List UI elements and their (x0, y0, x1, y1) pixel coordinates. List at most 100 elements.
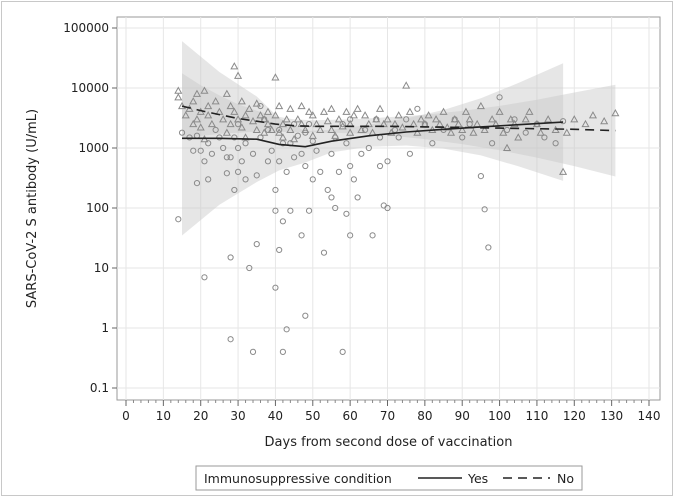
point-no (323, 116, 332, 125)
point-no (192, 89, 202, 97)
point-yes (459, 134, 466, 141)
point-no (241, 111, 250, 119)
point-no (319, 107, 329, 115)
point-no (308, 131, 317, 139)
point-no (222, 89, 231, 97)
point-no (465, 115, 474, 123)
point-no (357, 125, 366, 133)
point-no (349, 111, 358, 119)
point-no (267, 125, 276, 133)
point-yes (324, 186, 331, 194)
point-yes (264, 158, 272, 165)
point-yes (347, 116, 354, 123)
point-no (402, 81, 411, 89)
legend-box (195, 465, 583, 491)
point-yes (343, 140, 350, 147)
point-no (458, 125, 467, 133)
point-no (211, 97, 220, 105)
fit-line-yes (182, 121, 564, 148)
point-yes (429, 140, 436, 147)
point-no (226, 119, 235, 128)
point-no (237, 123, 246, 131)
point-no (327, 104, 336, 112)
point-no (189, 119, 198, 128)
point-yes (201, 158, 208, 165)
point-no (286, 104, 295, 112)
point-yes (279, 348, 286, 355)
point-no (394, 111, 403, 119)
y-tick-label: 10 (94, 261, 109, 275)
point-yes (223, 154, 230, 161)
point-no (514, 133, 523, 141)
point-no (226, 101, 235, 110)
x-tick-label: 20 (193, 409, 208, 423)
point-no (297, 101, 306, 110)
point-yes (276, 158, 283, 165)
point-yes (328, 150, 335, 157)
point-yes (231, 134, 238, 141)
point-no (346, 128, 355, 136)
point-yes (276, 126, 283, 134)
point-yes (231, 186, 238, 194)
point-no (398, 123, 407, 131)
point-yes (332, 204, 339, 212)
point-yes (335, 168, 343, 175)
point-no (510, 119, 519, 128)
point-yes (384, 204, 391, 212)
point-no (189, 97, 198, 105)
point-yes (313, 147, 320, 154)
point-yes (317, 168, 324, 175)
point-no (499, 128, 508, 136)
point-yes (481, 206, 488, 213)
point-no (185, 104, 194, 112)
point-no (521, 115, 530, 123)
point-no (570, 115, 579, 123)
legend-label-no: No (557, 471, 574, 486)
point-no (562, 128, 571, 136)
y-axis-title: SARS-CoV-2 S antibody (U/mL) (25, 109, 40, 308)
y-tick-label: 100 (86, 201, 109, 215)
point-yes (272, 207, 279, 214)
point-no (200, 86, 209, 94)
point-yes (369, 232, 376, 239)
point-no (432, 115, 441, 123)
point-yes (208, 150, 216, 157)
point-yes (291, 121, 298, 128)
point-yes (272, 284, 279, 291)
point-yes (522, 129, 529, 136)
point-no (559, 167, 568, 175)
point-no (308, 111, 317, 119)
point-yes (246, 264, 253, 272)
point-yes (298, 232, 305, 239)
point-no (271, 73, 280, 81)
point-yes (220, 144, 227, 152)
gridlines (117, 17, 660, 400)
point-no (282, 115, 291, 123)
point-yes (238, 158, 245, 165)
y-tick-label: 10000 (71, 81, 109, 95)
point-no (375, 104, 385, 112)
point-yes (291, 154, 298, 161)
point-yes (279, 218, 286, 225)
point-no (334, 115, 343, 123)
legend: Immunosuppressive condition Yes No (195, 465, 583, 491)
point-yes (403, 116, 410, 123)
point-no (263, 107, 273, 115)
point-no (271, 111, 280, 119)
x-tick-label: 120 (563, 409, 586, 423)
point-no (248, 116, 258, 125)
point-no (413, 128, 422, 136)
point-no (544, 115, 553, 123)
point-no (338, 122, 347, 130)
point-no (383, 115, 392, 123)
point-yes (328, 194, 335, 201)
point-yes (339, 121, 346, 128)
point-no (316, 125, 325, 133)
y-tick-label: 1000 (78, 141, 109, 155)
point-no (488, 115, 497, 123)
point-no (495, 107, 504, 115)
point-no (502, 143, 512, 152)
point-yes (305, 207, 313, 214)
point-yes (193, 180, 201, 187)
